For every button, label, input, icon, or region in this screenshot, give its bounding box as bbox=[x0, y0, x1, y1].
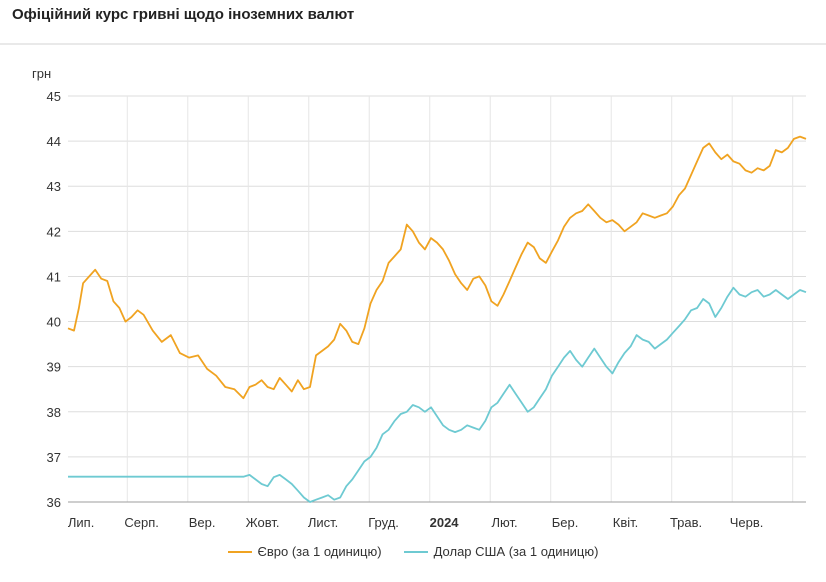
title-divider bbox=[0, 43, 826, 45]
legend-swatch-euro bbox=[227, 550, 252, 553]
x-tick-label: 2024 bbox=[430, 515, 460, 530]
x-tick-label: Черв. bbox=[730, 515, 764, 530]
x-tick-label: Трав. bbox=[670, 515, 702, 530]
legend-item-euro[interactable]: Євро (за 1 одиницю) bbox=[227, 544, 382, 559]
legend-label-usd: Долар США (за 1 одиницю) bbox=[433, 544, 599, 559]
y-tick-label: 44 bbox=[47, 134, 61, 149]
x-tick-label: Лист. bbox=[308, 515, 338, 530]
x-tick-label: Лют. bbox=[492, 515, 518, 530]
x-tick-label: Серп. bbox=[124, 515, 159, 530]
y-tick-label: 43 bbox=[47, 179, 61, 194]
y-tick-label: 40 bbox=[47, 315, 61, 330]
x-tick-label: Вер. bbox=[189, 515, 216, 530]
x-tick-label: Бер. bbox=[552, 515, 579, 530]
x-tick-label: Жовт. bbox=[246, 515, 280, 530]
y-tick-label: 38 bbox=[47, 405, 61, 420]
series-line-usd bbox=[68, 286, 807, 503]
y-tick-label: 36 bbox=[47, 495, 61, 510]
x-tick-label: Квіт. bbox=[613, 515, 639, 530]
y-axis-unit: грн bbox=[32, 66, 51, 81]
chart-title: Офіційний курс гривні щодо іноземних вал… bbox=[12, 6, 355, 23]
x-axis-labels: Лип. Серп. Вер. Жовт. Лист. Груд. 2024 Лют. Бер.… bbox=[68, 515, 763, 530]
legend-swatch-usd bbox=[403, 550, 428, 553]
chart-grid bbox=[68, 95, 806, 503]
chart-legend: Євро (за 1 одиницю) Долар США (за 1 один… bbox=[0, 544, 826, 559]
chart-series bbox=[67, 135, 807, 503]
x-tick-label: Лип. bbox=[68, 515, 94, 530]
series-line-euro bbox=[67, 135, 807, 400]
y-tick-label: 41 bbox=[47, 269, 61, 284]
y-tick-label: 39 bbox=[47, 360, 61, 375]
y-tick-label: 37 bbox=[47, 450, 61, 465]
legend-item-usd[interactable]: Долар США (за 1 одиницю) bbox=[403, 544, 599, 559]
y-tick-label: 45 bbox=[47, 89, 61, 104]
legend-label-euro: Євро (за 1 одиницю) bbox=[257, 544, 382, 559]
y-axis-labels: 36 37 38 39 40 41 42 43 44 45 bbox=[47, 89, 61, 510]
y-tick-label: 42 bbox=[47, 224, 61, 239]
x-tick-label: Груд. bbox=[368, 515, 399, 530]
